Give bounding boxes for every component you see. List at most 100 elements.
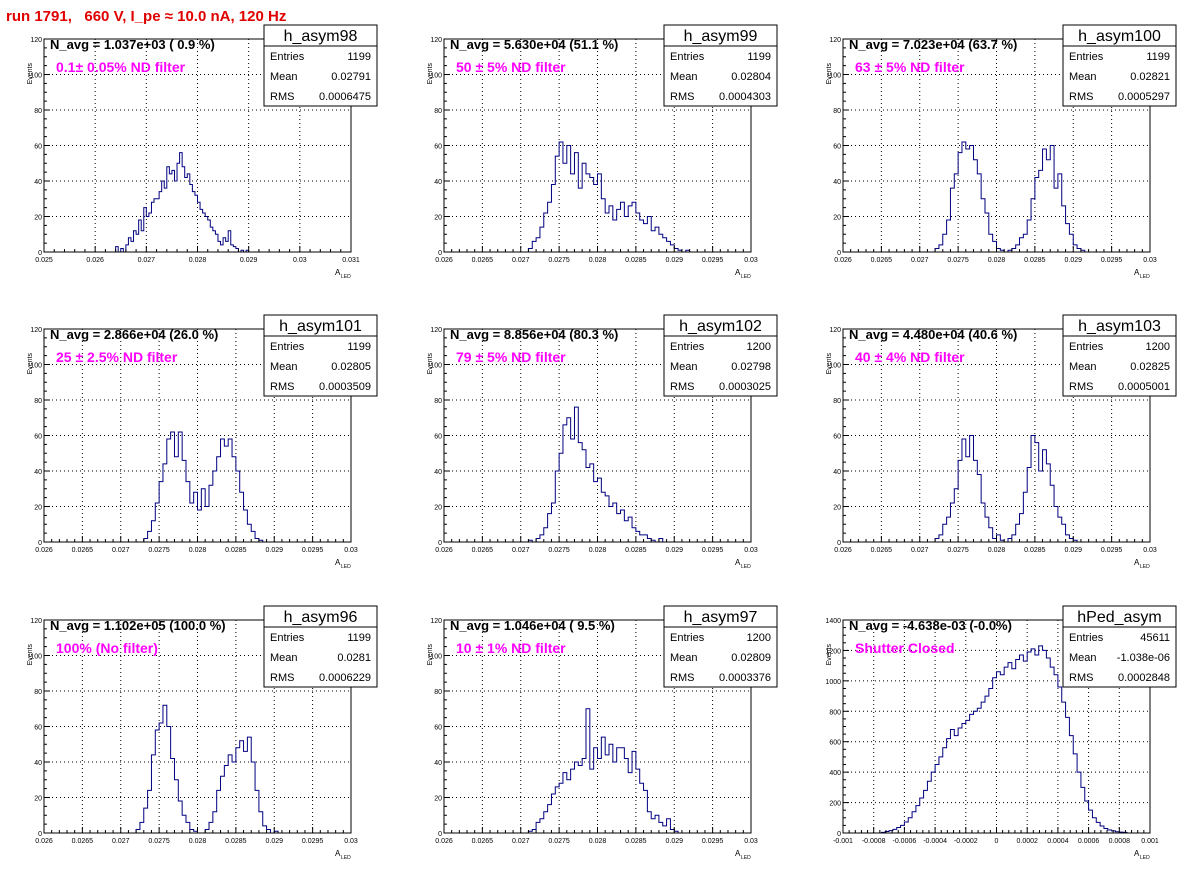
pad-title: N_avg = -4.638e-03 (-0.0%)	[849, 618, 1012, 633]
y-axis-label: Events	[427, 644, 434, 666]
stats-value: 0.02791	[331, 71, 371, 83]
x-tick-label: 0.0295	[702, 257, 724, 264]
histogram-name: hPed_asym	[1077, 609, 1162, 626]
histogram-name: h_asym99	[684, 28, 758, 45]
x-tick-label: 0.0004	[1047, 838, 1069, 845]
y-tick-label: 0	[438, 250, 442, 257]
filter-annotation: 25 ± 2.5% ND filter	[56, 349, 178, 365]
x-tick-label: 0.0295	[302, 547, 324, 554]
x-tick-label: 0.0275	[148, 547, 170, 554]
x-tick-label: 0.026	[435, 547, 453, 554]
run-title: run 1791, 660 V, I_pe ≈ 10.0 nA, 120 Hz	[6, 8, 287, 25]
y-tick-label: 80	[34, 398, 42, 405]
y-tick-label: 40	[34, 179, 42, 186]
y-tick-label: 100	[829, 73, 841, 80]
x-tick-label: 0.028	[589, 838, 607, 845]
histogram-pad-h_asym98: 0.025 0.026 0.027 0.028 0.029 0.03 0.031 0 20 40 6…	[27, 24, 378, 280]
stats-value: -1.038e-06	[1117, 652, 1170, 664]
stats-box-frame	[663, 24, 778, 107]
x-tick-label: 0.0265	[871, 547, 893, 554]
stats-box-frame	[663, 605, 778, 688]
x-axis-label: A	[1134, 849, 1140, 858]
x-tick-label: 0.0265	[472, 547, 494, 554]
y-tick-label: 20	[34, 505, 42, 512]
y-tick-label: 60	[434, 434, 442, 441]
y-tick-label: 20	[434, 215, 442, 222]
filter-annotation: Shutter Closed	[855, 640, 955, 656]
x-tick-label: -0.0008	[862, 838, 886, 845]
y-axis-label: Events	[27, 63, 34, 85]
x-axis-label-subscript: LED	[741, 274, 751, 280]
y-tick-label: 20	[34, 215, 42, 222]
y-tick-label: 60	[833, 144, 841, 151]
stats-label: Entries	[270, 51, 305, 63]
stats-value: 0.02805	[331, 361, 371, 373]
stats-value: 0.02809	[731, 652, 771, 664]
filter-annotation: 63 ± 5% ND filter	[855, 59, 965, 75]
histogram-series-line	[934, 141, 1104, 253]
histogram-pad-h_asym96: 0.026 0.0265 0.027 0.0275 0.028 0.0285 0.029 0.…	[27, 605, 378, 861]
x-tick-label: 0.0008	[1109, 838, 1131, 845]
x-tick-label: 0.027	[112, 838, 130, 845]
y-tick-label: 120	[829, 327, 841, 334]
histogram-series-line	[527, 406, 675, 543]
pad-title: N_avg = 8.856e+04 (80.3 %)	[450, 327, 618, 342]
x-tick-label: 0.026	[834, 547, 852, 554]
x-axis-label-subscript: LED	[741, 855, 751, 861]
histogram-series-line	[135, 704, 290, 834]
x-tick-label: 0.0285	[625, 547, 647, 554]
histogram-pad-h_asym103: 0.026 0.0265 0.027 0.0275 0.028 0.0285 0.029 0.…	[826, 314, 1177, 570]
x-axis-label-subscript: LED	[341, 855, 351, 861]
x-tick-label: 0	[995, 838, 999, 845]
y-axis-label: Events	[27, 644, 34, 666]
y-tick-label: 120	[829, 37, 841, 44]
x-tick-label: 0.025	[35, 257, 53, 264]
stats-label: Mean	[1069, 652, 1097, 664]
y-axis-label: Events	[27, 353, 34, 375]
histogram-series-line	[143, 431, 275, 543]
stats-label: Mean	[670, 71, 698, 83]
filter-annotation: 50 ± 5% ND filter	[456, 59, 566, 75]
stats-label: Entries	[1069, 51, 1104, 63]
x-tick-label: 0.03	[744, 547, 758, 554]
stats-label: Entries	[270, 341, 305, 353]
y-tick-label: 1200	[825, 648, 841, 655]
y-tick-label: 0	[837, 831, 841, 838]
y-tick-label: 0	[38, 831, 42, 838]
y-tick-label: 0	[38, 540, 42, 547]
histogram-pad-hPed_asym: -0.001 -0.0008 -0.0006 -0.0004 -0.0002 0 0.000…	[825, 605, 1177, 861]
x-tick-label: 0.029	[665, 257, 683, 264]
x-tick-label: -0.0006	[893, 838, 917, 845]
filter-annotation: 0.1± 0.05% ND filter	[56, 59, 186, 75]
x-tick-label: 0.029	[265, 547, 283, 554]
x-tick-label: 0.029	[240, 257, 258, 264]
y-tick-label: 40	[833, 469, 841, 476]
x-tick-label: 0.027	[512, 547, 530, 554]
y-tick-label: 40	[34, 760, 42, 767]
stats-label: Mean	[1069, 361, 1097, 373]
pad-title: N_avg = 5.630e+04 (51.1 %)	[450, 37, 618, 52]
x-tick-label: 0.031	[342, 257, 360, 264]
x-tick-label: 0.03	[1143, 257, 1157, 264]
stats-label: RMS	[270, 381, 294, 393]
histogram-name: h_asym102	[679, 318, 762, 335]
x-tick-label: 0.026	[435, 257, 453, 264]
y-tick-label: 40	[434, 469, 442, 476]
stats-label: RMS	[1069, 91, 1093, 103]
histogram-pad-h_asym102: 0.026 0.0265 0.027 0.0275 0.028 0.0285 0.029 0.…	[427, 314, 778, 570]
x-tick-label: 0.03	[744, 257, 758, 264]
stats-value: 1200	[747, 632, 771, 644]
filter-annotation: 10 ± 1% ND filter	[456, 640, 566, 656]
x-tick-label: 0.027	[911, 257, 929, 264]
pad-title: N_avg = 1.037e+03 ( 0.9 %)	[50, 37, 215, 52]
stats-box: h_asym96 Entries 1199 Mean 0.0281 RMS 0.000622…	[263, 605, 378, 688]
x-tick-label: 0.029	[1064, 547, 1082, 554]
stats-box-frame	[663, 314, 778, 397]
x-axis-label-subscript: LED	[341, 564, 351, 570]
x-tick-label: 0.0295	[302, 838, 324, 845]
stats-label: Mean	[670, 361, 698, 373]
stats-box: h_asym102 Entries 1200 Mean 0.02798 RMS 0.0003…	[663, 314, 778, 397]
x-tick-label: 0.028	[589, 257, 607, 264]
histogram-series-line	[934, 435, 1104, 543]
x-tick-label: -0.0004	[923, 838, 947, 845]
